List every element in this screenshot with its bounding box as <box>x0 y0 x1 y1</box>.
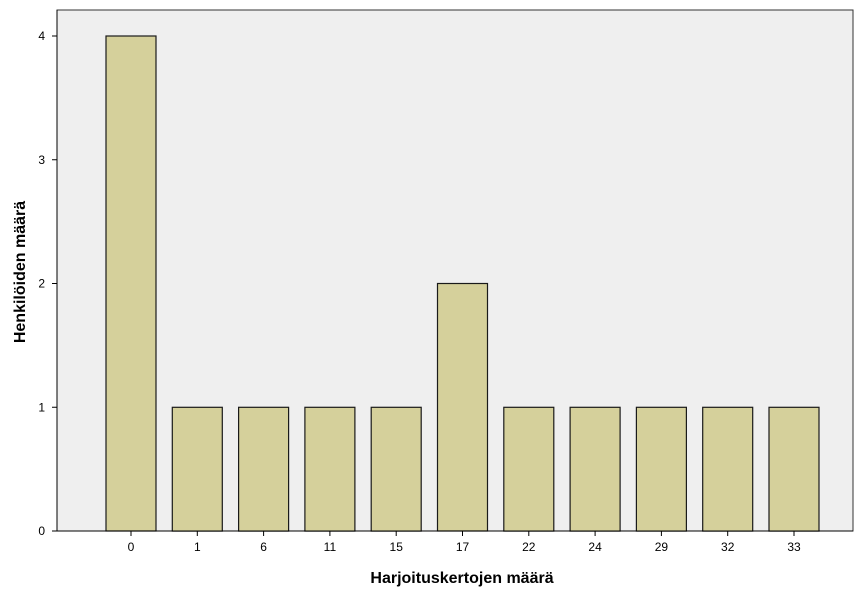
x-tick-label: 0 <box>128 540 135 554</box>
bar-17 <box>436 282 489 532</box>
x-tick-label: 1 <box>194 540 201 554</box>
y-tick-label: 2 <box>38 277 45 291</box>
x-tick-label: 33 <box>787 540 801 554</box>
x-tick-label: 17 <box>456 540 470 554</box>
bar-24 <box>569 406 621 532</box>
y-tick-label: 1 <box>38 400 45 414</box>
x-tick-label: 32 <box>721 540 735 554</box>
x-tick-label: 29 <box>655 540 669 554</box>
x-axis-ticks: 0 1 6 11 15 17 22 24 29 32 33 <box>128 531 801 554</box>
y-tick-label: 4 <box>38 29 45 43</box>
bar-15 <box>370 406 422 532</box>
y-axis-title: Henkilöiden määrä <box>12 201 29 343</box>
bar-29 <box>635 406 688 532</box>
bar-0 <box>105 35 157 532</box>
bar-6 <box>238 406 290 532</box>
x-tick-label: 15 <box>390 540 404 554</box>
bars-group <box>105 35 820 532</box>
x-tick-label: 22 <box>522 540 536 554</box>
bar-32 <box>702 406 754 532</box>
bar-33 <box>768 406 820 532</box>
y-axis-ticks: 0 1 2 3 4 <box>38 29 57 538</box>
x-axis-title: Harjoituskertojen määrä <box>370 570 553 587</box>
x-tick-label: 24 <box>588 540 602 554</box>
x-tick-label: 6 <box>260 540 267 554</box>
bar-22 <box>503 406 555 532</box>
y-tick-label: 3 <box>38 153 45 167</box>
bar-1 <box>171 406 223 532</box>
y-tick-label: 0 <box>38 524 45 538</box>
bar-11 <box>304 406 356 532</box>
x-tick-label: 11 <box>324 540 337 554</box>
